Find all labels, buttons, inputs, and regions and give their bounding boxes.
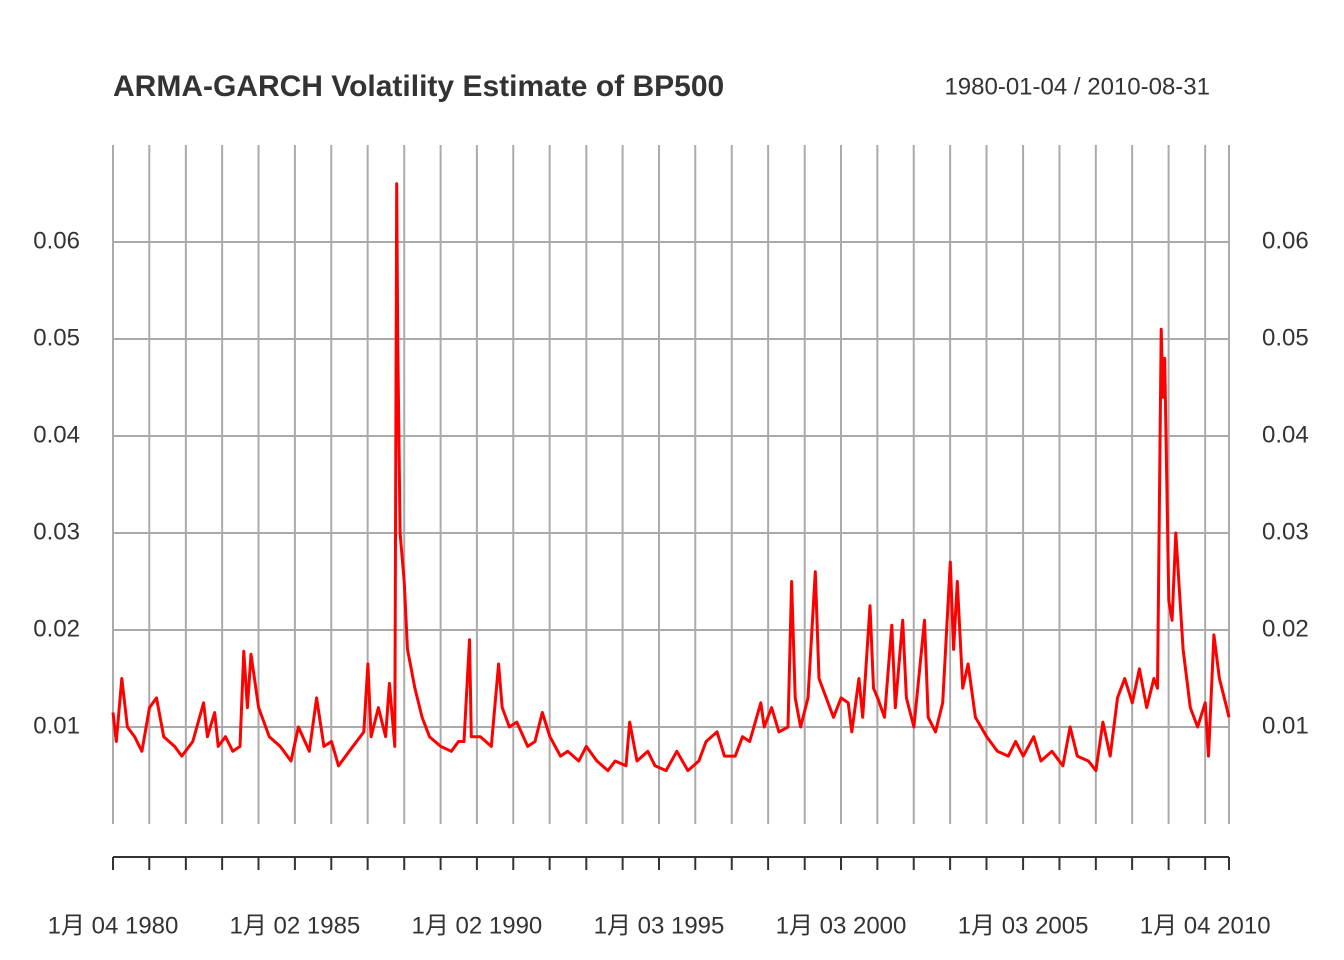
y-tick-label-right: 0.03 — [1262, 518, 1309, 545]
x-tick-label: 1月 03 2005 — [958, 912, 1089, 939]
chart-title: ARMA-GARCH Volatility Estimate of BP500 — [113, 70, 724, 103]
y-tick-label-right: 0.04 — [1262, 421, 1309, 448]
x-tick-label: 1月 03 1995 — [594, 912, 725, 939]
y-tick-label: 0.06 — [33, 227, 80, 254]
date-range: 1980-01-04 / 2010-08-31 — [944, 73, 1210, 100]
y-tick-label: 0.01 — [33, 712, 80, 739]
y-tick-label: 0.04 — [33, 421, 80, 448]
x-tick-label: 1月 04 1980 — [48, 912, 179, 939]
y-tick-label: 0.03 — [33, 518, 80, 545]
y-tick-label: 0.02 — [33, 615, 80, 642]
x-tick-label: 1月 04 2010 — [1140, 912, 1271, 939]
y-tick-label-right: 0.01 — [1262, 712, 1309, 739]
x-tick-label: 1月 02 1985 — [230, 912, 361, 939]
x-tick-label: 1月 02 1990 — [412, 912, 543, 939]
x-tick-label: 1月 03 2000 — [776, 912, 907, 939]
volatility-line — [111, 182, 1231, 773]
y-tick-label: 0.05 — [33, 324, 80, 351]
y-tick-label-right: 0.06 — [1262, 227, 1309, 254]
y-tick-label-right: 0.05 — [1262, 324, 1309, 351]
y-tick-label-right: 0.02 — [1262, 615, 1309, 642]
